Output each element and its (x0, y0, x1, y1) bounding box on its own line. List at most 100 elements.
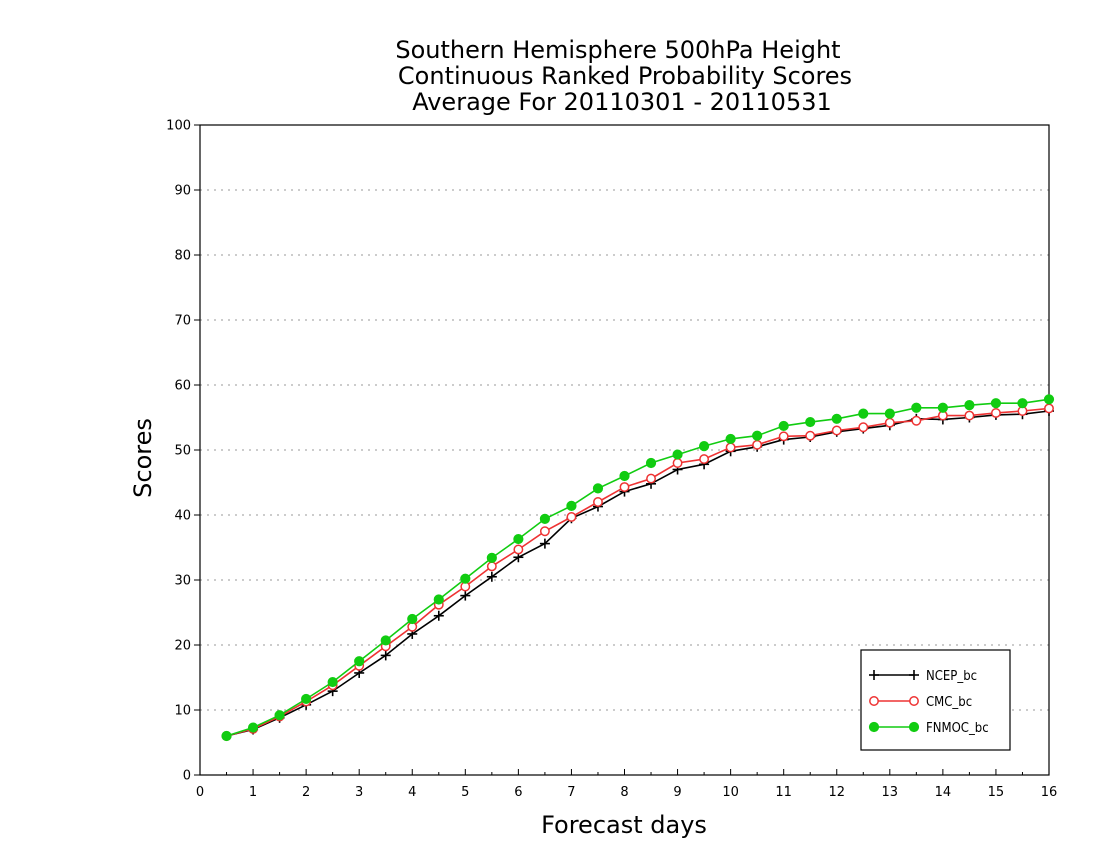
point-fnmoc-bc-17 (672, 449, 683, 460)
point-cmc-bc-31 (1044, 403, 1054, 414)
point-ncep-bc-9 (460, 590, 471, 601)
x-tick-label-15: 15 (988, 785, 1005, 800)
legend-marker-start-fnmoc-bc (868, 721, 880, 733)
series-fnmoc-bc (221, 394, 1055, 742)
x-tick-label-8: 8 (620, 785, 628, 800)
point-fnmoc-bc-5 (354, 656, 365, 667)
grid (200, 189, 1049, 711)
y-tick-label-20: 20 (174, 639, 191, 654)
x-tick-label-13: 13 (882, 785, 899, 800)
y-tick-label-0: 0 (183, 769, 191, 784)
point-fnmoc-bc-15 (619, 470, 630, 482)
x-tick-label-7: 7 (567, 785, 575, 800)
point-fnmoc-bc-10 (486, 552, 497, 564)
point-fnmoc-bc-20 (752, 430, 763, 441)
point-ncep-bc-10 (486, 571, 497, 582)
chart-title-line-1: Southern Hemisphere 500hPa Height (395, 36, 840, 64)
x-tick-label-0: 0 (196, 785, 204, 800)
point-cmc-bc-22 (805, 430, 816, 441)
series-layer (221, 394, 1055, 742)
point-ncep-bc-8 (433, 610, 444, 621)
legend-marker-start-ncep-bc (869, 670, 879, 680)
y-tick-label-50: 50 (174, 444, 191, 459)
plot-frame (199, 124, 1050, 776)
x-tick-label-4: 4 (408, 785, 416, 800)
x-tick-label-5: 5 (461, 785, 469, 800)
point-fnmoc-bc-24 (858, 408, 869, 419)
point-cmc-bc-18 (699, 454, 710, 465)
point-fnmoc-bc-28 (964, 400, 975, 411)
point-fnmoc-bc-30 (1017, 398, 1028, 409)
x-tick-label-11: 11 (775, 785, 792, 800)
point-cmc-bc-24 (858, 422, 869, 433)
point-fnmoc-bc-1 (247, 722, 259, 733)
x-tick-label-3: 3 (355, 785, 363, 800)
point-fnmoc-bc-8 (433, 594, 444, 605)
x-tick-label-1: 1 (249, 785, 257, 800)
point-fnmoc-bc-29 (990, 398, 1002, 409)
legend-label-ncep-bc: NCEP_bc (926, 669, 977, 684)
y-tick-label-10: 10 (174, 704, 191, 719)
y-tick-label-90: 90 (174, 184, 191, 199)
point-fnmoc-bc-18 (698, 441, 710, 452)
legend-label-fnmoc-bc: FNMOC_bc (926, 721, 989, 736)
y-tick-label-40: 40 (174, 509, 191, 524)
point-cmc-bc-16 (646, 473, 656, 484)
point-cmc-bc-15 (619, 482, 630, 492)
point-cmc-bc-12 (539, 526, 550, 537)
point-cmc-bc-20 (752, 439, 763, 450)
point-cmc-bc-17 (672, 458, 683, 468)
point-fnmoc-bc-3 (301, 693, 312, 705)
legend: NCEP_bc CMC_bc FNMOC_bc (860, 649, 1011, 751)
point-fnmoc-bc-31 (1043, 394, 1055, 405)
legend-item-ncep-bc: NCEP_bc (869, 669, 977, 684)
point-fnmoc-bc-11 (513, 533, 524, 545)
y-tick-label-80: 80 (174, 249, 191, 264)
x-tick-label-2: 2 (302, 785, 310, 800)
x-axis-title: Forecast days (541, 811, 707, 839)
legend-box (860, 649, 1011, 751)
point-ncep-bc-12 (539, 538, 550, 549)
chart-title: Southern Hemisphere 500hPa Height Contin… (395, 36, 852, 116)
legend-marker-start-cmc-bc (869, 696, 879, 706)
point-fnmoc-bc-21 (778, 420, 789, 432)
y-tick-label-70: 70 (174, 314, 191, 329)
point-cmc-bc-25 (884, 417, 895, 428)
legend-marker-end-fnmoc-bc (908, 721, 920, 733)
point-cmc-bc-10 (486, 561, 497, 572)
point-fnmoc-bc-25 (884, 408, 895, 419)
point-fnmoc-bc-27 (937, 402, 948, 413)
point-cmc-bc-11 (513, 544, 524, 555)
point-fnmoc-bc-14 (592, 483, 604, 494)
y-tick-label-100: 100 (166, 119, 191, 134)
point-fnmoc-bc-16 (645, 457, 657, 469)
legend-item-cmc-bc: CMC_bc (869, 695, 972, 710)
x-tick-label-16: 16 (1041, 785, 1058, 800)
point-cmc-bc-19 (725, 442, 736, 453)
y-tick-label-60: 60 (174, 379, 191, 394)
legend-marker-end-ncep-bc (909, 670, 919, 680)
point-fnmoc-bc-22 (805, 416, 816, 428)
point-cmc-bc-26 (911, 415, 922, 426)
point-fnmoc-bc-26 (911, 402, 922, 413)
point-fnmoc-bc-6 (380, 635, 391, 646)
point-fnmoc-bc-4 (327, 676, 338, 688)
x-tick-label-14: 14 (935, 785, 952, 800)
legend-item-fnmoc-bc: FNMOC_bc (868, 721, 989, 736)
point-fnmoc-bc-23 (831, 413, 842, 424)
legend-label-cmc-bc: CMC_bc (926, 695, 972, 710)
point-cmc-bc-23 (831, 425, 842, 436)
x-tick-label-6: 6 (514, 785, 522, 800)
point-cmc-bc-28 (964, 410, 975, 421)
y-axis-title: Scores (129, 418, 157, 498)
point-cmc-bc-29 (990, 408, 1001, 418)
x-tick-label-10: 10 (722, 785, 739, 800)
point-cmc-bc-13 (566, 512, 577, 522)
point-fnmoc-bc-19 (725, 433, 736, 445)
x-tick-label-12: 12 (828, 785, 845, 800)
chart-title-line-2: Continuous Ranked Probability Scores (398, 62, 852, 90)
legend-marker-end-cmc-bc (909, 696, 919, 706)
point-fnmoc-bc-2 (274, 710, 285, 721)
